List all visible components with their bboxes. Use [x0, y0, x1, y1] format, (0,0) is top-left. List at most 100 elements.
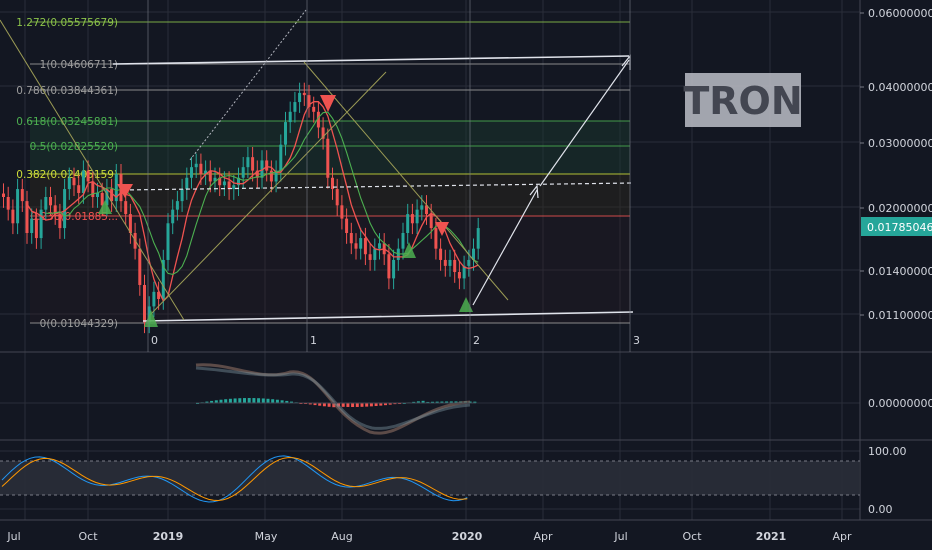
candle-body — [335, 189, 339, 206]
time-tick-label: Jul — [6, 530, 20, 543]
macd-bar — [416, 401, 420, 403]
candle-body — [349, 232, 353, 244]
stoch-axis-label: 100.00 — [868, 445, 907, 458]
candle-body — [185, 177, 189, 190]
candle-body — [472, 248, 475, 260]
candle-body — [213, 177, 217, 182]
candle-body — [340, 205, 344, 219]
fib-level-label: 0.5(0.02825520) — [30, 141, 118, 153]
candle-body — [110, 189, 114, 202]
buy-marker — [98, 200, 112, 214]
channel-top-line[interactable] — [112, 55, 630, 65]
macd-bar — [210, 400, 214, 403]
candle-body — [331, 177, 334, 190]
candle-body — [105, 189, 109, 206]
stoch-k-line — [1, 455, 468, 503]
channel-bottom-line[interactable] — [142, 311, 634, 322]
macd-bar — [224, 399, 228, 403]
macd-bar — [473, 401, 477, 403]
price-tick-label: 0.01100000 — [868, 309, 932, 322]
price-tick-label: 0.06000000 — [868, 7, 932, 20]
candle-body — [410, 214, 414, 224]
candle-body — [429, 214, 433, 229]
stoch-d-line — [1, 456, 468, 502]
projection-arrowhead-1 — [529, 184, 539, 199]
macd-bar — [228, 398, 232, 403]
macd-bar — [445, 401, 449, 403]
macd-bar — [261, 398, 265, 403]
fib-level-label: 0(0.01044329) — [40, 318, 118, 330]
candle-body — [72, 177, 76, 186]
candle-body — [439, 248, 443, 260]
macd-axis-label: 0.00000000 — [868, 397, 932, 410]
candle-body — [175, 201, 179, 210]
candle-body — [260, 160, 264, 178]
fib-level-label: 0.382(0.02405159) — [16, 169, 118, 181]
price-tick-label: 0.03000000 — [868, 137, 932, 150]
price-tick-label: 0.01400000 — [868, 265, 932, 278]
candle-body — [86, 170, 90, 182]
candle-body — [96, 192, 99, 198]
fan-line-1[interactable] — [0, 19, 185, 321]
candles — [2, 82, 480, 334]
macd-bar — [449, 401, 453, 403]
fan-line-3[interactable] — [303, 61, 509, 301]
candle-body — [246, 157, 250, 168]
candle-body — [161, 259, 165, 299]
time-axis[interactable]: Jul Oct 2019 May Aug 2020 Apr Jul Oct 2021 Apr — [6, 530, 852, 543]
macd-bar — [346, 403, 350, 407]
fib-retracement[interactable]: 1.272(0.05575679) 1(0.04606711) 0.786(0.03… — [16, 17, 630, 330]
macd-bar — [426, 401, 430, 403]
macd-bar — [322, 403, 326, 407]
price-tick-label: 0.02000000 — [868, 202, 932, 215]
candle-body — [354, 243, 358, 249]
candle-body — [359, 238, 363, 249]
candle-body — [166, 223, 170, 260]
projection-line-1[interactable] — [472, 189, 538, 306]
watermark: TRON — [683, 73, 803, 127]
macd-bar — [351, 403, 355, 407]
wave-markers: 0 1 2 3 — [147, 0, 640, 352]
time-tick-label: Oct — [682, 530, 702, 543]
macd-bar — [280, 400, 284, 403]
time-tick-label: Jul — [613, 530, 627, 543]
candle-body — [180, 189, 184, 202]
projection-line-2[interactable] — [539, 59, 630, 187]
candle-body — [16, 189, 20, 224]
candle-body — [124, 201, 128, 215]
candle-body — [49, 197, 52, 206]
candle-body — [293, 102, 297, 112]
macd-bar — [318, 403, 322, 406]
watermark-box — [685, 73, 801, 127]
candle-body — [100, 192, 104, 206]
macd-line — [195, 363, 471, 435]
time-tick-label: May — [255, 530, 278, 543]
candle-body — [453, 259, 457, 273]
candle-body — [114, 174, 118, 202]
macd-bar — [219, 399, 223, 403]
candle-body — [204, 170, 208, 175]
macd-pane — [195, 363, 477, 435]
stoch-axis-label: 0.00 — [868, 503, 893, 516]
fib-zone — [30, 216, 630, 323]
macd-bar — [384, 403, 387, 406]
resistance-dashed-line[interactable] — [122, 182, 634, 191]
candle-body — [58, 214, 62, 229]
macd-bar — [412, 401, 416, 403]
fib-level-label: 1(0.04606711) — [40, 59, 118, 71]
candle-body — [255, 170, 259, 178]
price-axis[interactable]: 0.06000000 0.04000000 0.03000000 0.02000000… — [860, 7, 932, 516]
macd-bar — [388, 403, 392, 405]
macd-bar — [468, 401, 472, 403]
macd-bar — [421, 400, 425, 403]
macd-bar — [374, 403, 378, 407]
candle-body — [420, 205, 424, 210]
candle-body — [363, 238, 367, 255]
candle-body — [77, 185, 81, 193]
macd-bar — [271, 399, 275, 403]
macd-bar — [327, 403, 331, 407]
time-tick-label: Apr — [832, 530, 852, 543]
drawings[interactable] — [0, 9, 634, 327]
macd-bar — [440, 401, 444, 403]
candle-body — [467, 259, 471, 266]
